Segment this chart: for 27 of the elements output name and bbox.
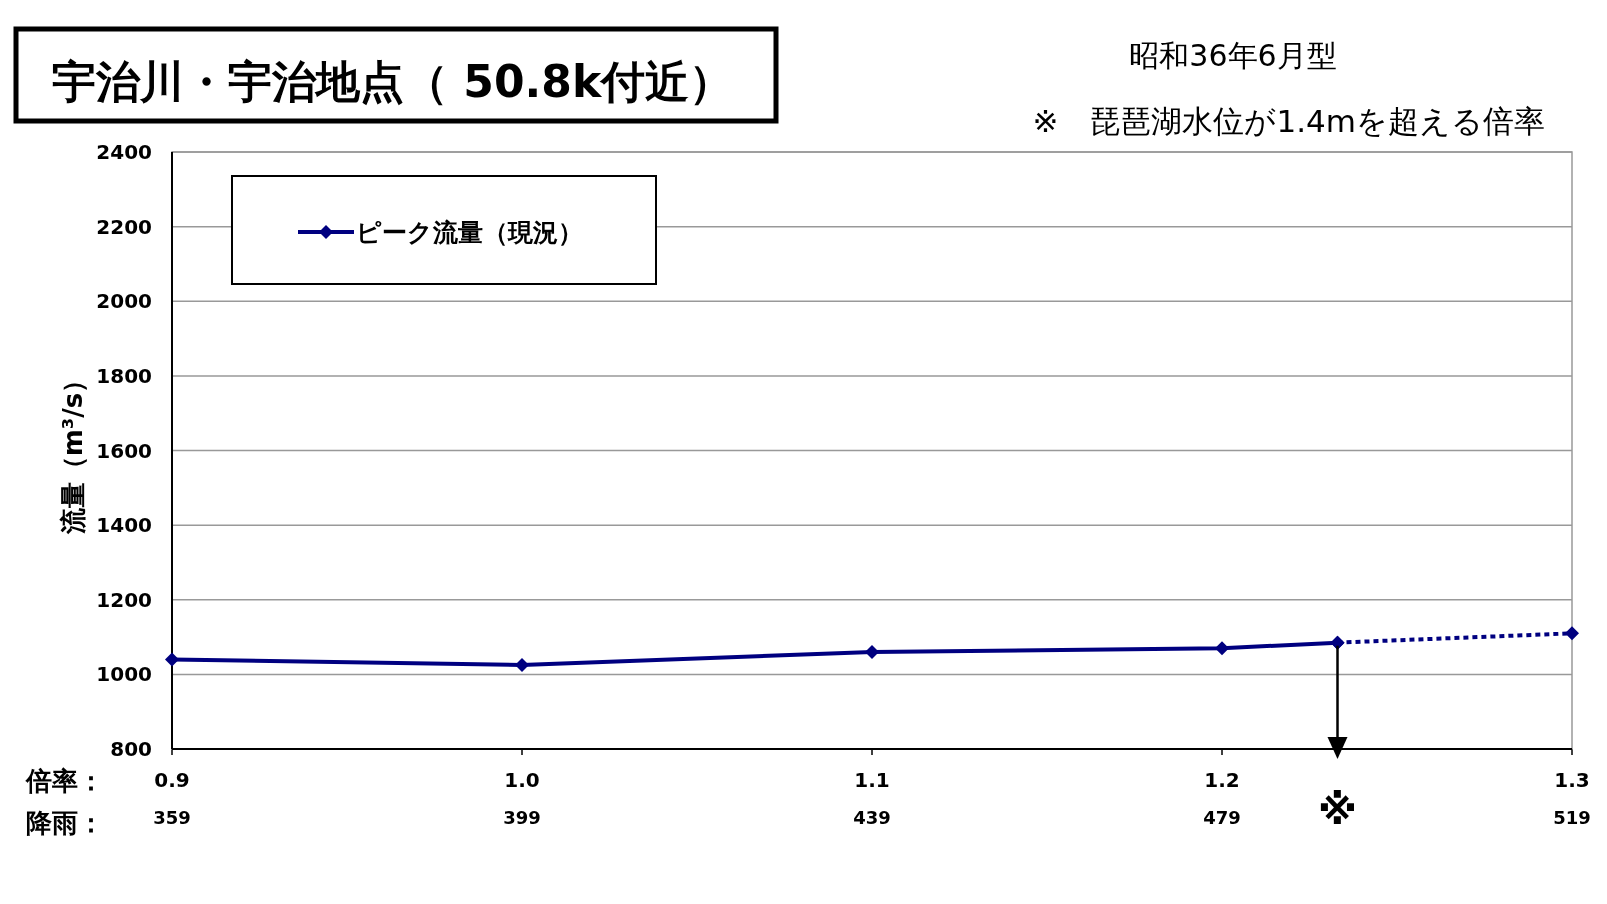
y-tick-label: 2400 <box>96 140 152 164</box>
legend-label: ピーク流量（現況） <box>356 218 583 247</box>
chart-subtitle: 昭和36年6月型 <box>1129 38 1337 73</box>
y-tick-label: 1400 <box>96 513 152 538</box>
x-tick-label: 0.9 <box>154 768 190 792</box>
x-tick-label: 1.1 <box>854 768 890 792</box>
y-tick-label: 1200 <box>96 587 152 612</box>
y-tick-label: 2200 <box>96 214 152 239</box>
x-tick-label: 1.2 <box>1204 768 1240 792</box>
y-tick-label: 1600 <box>96 438 152 463</box>
x-tick-label: 1.0 <box>504 768 540 792</box>
y-tick-label: 1800 <box>96 363 152 388</box>
y-axis-title: 流量（m³/s） <box>58 366 88 536</box>
annotation: ※ <box>1318 787 1357 833</box>
text: 倍率： <box>25 766 104 796</box>
y-tick-label: 2000 <box>96 289 152 314</box>
y-tick-label: 800 <box>110 737 152 761</box>
text: ※ 琵琶湖水位が1.4mを超える倍率 <box>1032 103 1545 139</box>
x2-tick-label: 359 <box>153 807 191 828</box>
x2-tick-label: 519 <box>1553 807 1591 828</box>
x-tick-label: 1.3 <box>1554 768 1590 792</box>
x2-tick-label: 479 <box>1203 807 1241 828</box>
x2-tick-label: 399 <box>503 807 541 828</box>
x2-tick-label: 439 <box>853 807 891 828</box>
text: 降雨： <box>26 808 104 838</box>
y-tick-label: 1000 <box>96 662 152 687</box>
chart-title: 宇治川・宇治地点（ 50.8k付近） <box>52 56 734 107</box>
